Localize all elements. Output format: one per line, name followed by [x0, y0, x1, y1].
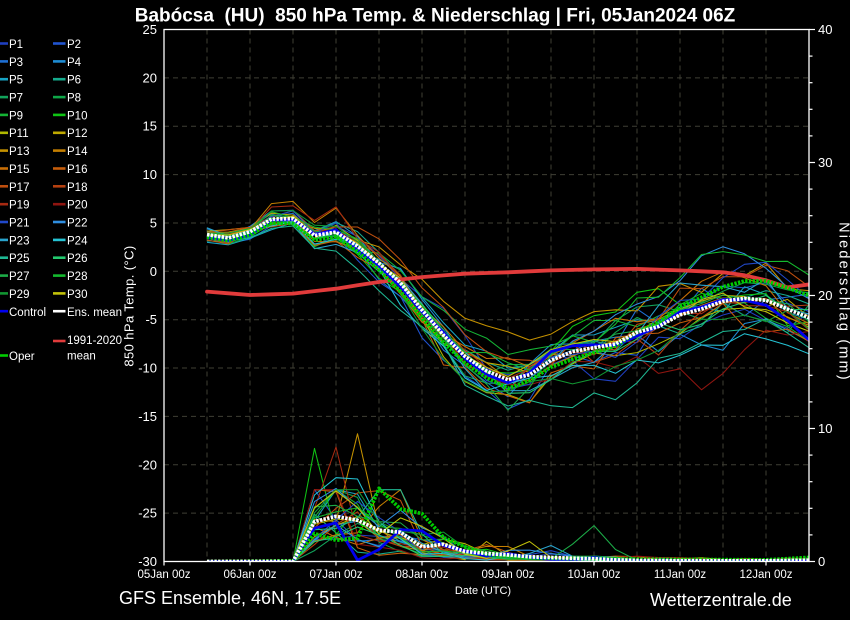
svg-text:05Jan 00z: 05Jan 00z	[137, 569, 190, 581]
svg-text:Babócsa (HU) 850 hPa Temp. &: Babócsa (HU) 850 hPa Temp. & Niederschla…	[135, 6, 736, 27]
svg-text:20: 20	[818, 288, 832, 303]
svg-text:0: 0	[818, 554, 825, 569]
svg-text:P27: P27	[9, 271, 29, 283]
svg-text:10Jan 00z: 10Jan 00z	[567, 569, 620, 581]
svg-text:Ens. mean: Ens. mean	[67, 307, 122, 319]
svg-text:-20: -20	[138, 457, 157, 472]
svg-text:P3: P3	[9, 57, 23, 69]
svg-text:P15: P15	[9, 164, 29, 176]
svg-text:Wetterzentrale.de: Wetterzentrale.de	[650, 590, 792, 610]
svg-text:20: 20	[143, 70, 157, 85]
svg-text:40: 40	[818, 22, 832, 37]
svg-text:10: 10	[818, 421, 832, 436]
svg-text:850 hPa Temp. (°C): 850 hPa Temp. (°C)	[122, 245, 137, 366]
svg-text:5: 5	[150, 216, 157, 231]
svg-text:P30: P30	[67, 289, 87, 301]
svg-text:10: 10	[143, 167, 157, 182]
svg-text:P20: P20	[67, 200, 87, 212]
svg-text:30: 30	[818, 155, 832, 170]
svg-text:GFS Ensemble, 46N, 17.5E: GFS Ensemble, 46N, 17.5E	[119, 588, 341, 608]
svg-text:P9: P9	[9, 110, 23, 122]
svg-text:P21: P21	[9, 218, 29, 230]
svg-text:-25: -25	[138, 506, 157, 521]
svg-text:Niederschlag (mm): Niederschlag (mm)	[836, 222, 850, 382]
svg-text:P14: P14	[67, 146, 88, 158]
svg-text:P5: P5	[9, 75, 23, 87]
svg-text:mean: mean	[67, 351, 96, 363]
svg-text:07Jan 00z: 07Jan 00z	[309, 569, 362, 581]
svg-text:15: 15	[143, 119, 157, 134]
svg-text:06Jan 00z: 06Jan 00z	[223, 569, 276, 581]
svg-text:P18: P18	[67, 182, 87, 194]
svg-text:P19: P19	[9, 200, 29, 212]
svg-text:P13: P13	[9, 146, 29, 158]
svg-text:Oper: Oper	[9, 351, 35, 363]
svg-text:P24: P24	[67, 235, 88, 247]
svg-text:12Jan 00z: 12Jan 00z	[739, 569, 792, 581]
svg-text:P23: P23	[9, 235, 29, 247]
svg-text:0: 0	[150, 264, 157, 279]
svg-text:P4: P4	[67, 57, 82, 69]
svg-text:P1: P1	[9, 39, 23, 51]
svg-text:P12: P12	[67, 128, 87, 140]
svg-text:P28: P28	[67, 271, 87, 283]
svg-text:P17: P17	[9, 182, 29, 194]
svg-text:P6: P6	[67, 75, 81, 87]
svg-text:09Jan 00z: 09Jan 00z	[481, 569, 534, 581]
svg-text:08Jan 00z: 08Jan 00z	[395, 569, 448, 581]
svg-text:P29: P29	[9, 289, 29, 301]
svg-text:P10: P10	[67, 110, 87, 122]
svg-text:Control: Control	[9, 307, 46, 319]
svg-text:P7: P7	[9, 93, 23, 105]
svg-text:1991-2020: 1991-2020	[67, 335, 122, 347]
svg-text:P2: P2	[67, 39, 81, 51]
svg-text:-30: -30	[138, 554, 157, 569]
svg-text:Date (UTC): Date (UTC)	[455, 585, 511, 597]
svg-text:P11: P11	[9, 128, 29, 140]
svg-text:P26: P26	[67, 253, 87, 265]
svg-text:-15: -15	[138, 409, 157, 424]
svg-text:P16: P16	[67, 164, 87, 176]
svg-text:25: 25	[143, 22, 157, 37]
svg-text:P25: P25	[9, 253, 29, 265]
svg-text:-10: -10	[138, 361, 157, 376]
svg-text:11Jan 00z: 11Jan 00z	[654, 569, 706, 581]
svg-text:-5: -5	[145, 312, 157, 327]
svg-text:P22: P22	[67, 218, 87, 230]
svg-text:P8: P8	[67, 93, 81, 105]
